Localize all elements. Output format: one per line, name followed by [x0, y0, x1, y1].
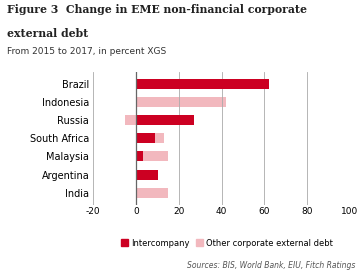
Bar — [136, 151, 143, 162]
Bar — [136, 79, 200, 89]
Legend: Intercompany, Other corporate external debt: Intercompany, Other corporate external d… — [117, 235, 336, 251]
Bar — [136, 170, 158, 180]
Bar — [136, 170, 149, 180]
Bar — [136, 151, 168, 162]
Text: external debt: external debt — [7, 28, 88, 40]
Bar — [136, 79, 269, 89]
Bar — [136, 133, 155, 143]
Bar — [136, 133, 164, 143]
Bar — [136, 97, 226, 107]
Bar — [136, 188, 168, 198]
Text: From 2015 to 2017, in percent XGS: From 2015 to 2017, in percent XGS — [7, 47, 167, 56]
Text: Figure 3  Change in EME non-financial corporate: Figure 3 Change in EME non-financial cor… — [7, 4, 307, 15]
Bar — [125, 115, 136, 125]
Bar — [136, 115, 194, 125]
Text: Sources: BIS, World Bank, EIU, Fitch Ratings: Sources: BIS, World Bank, EIU, Fitch Rat… — [187, 261, 355, 270]
